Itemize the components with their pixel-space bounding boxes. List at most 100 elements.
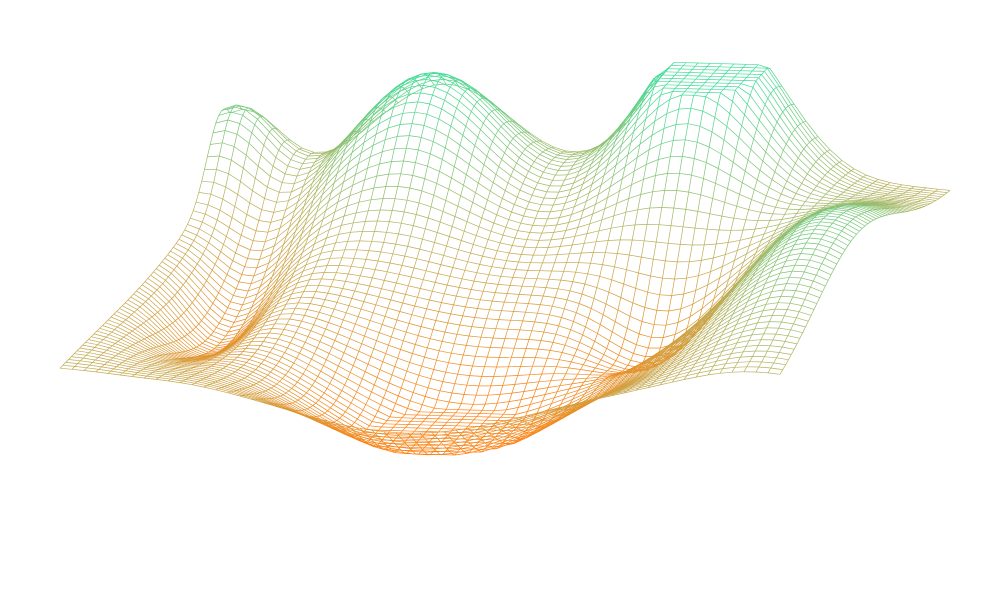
mesh-line bbox=[254, 333, 258, 339]
mesh-line bbox=[263, 301, 268, 307]
mesh-line bbox=[877, 202, 890, 205]
mesh-line bbox=[674, 363, 687, 370]
mesh-line bbox=[68, 356, 72, 360]
mesh-line bbox=[607, 190, 620, 199]
mesh-line bbox=[114, 329, 127, 336]
mesh-line bbox=[222, 335, 226, 341]
mesh-line bbox=[416, 74, 421, 78]
mesh-line bbox=[187, 224, 200, 230]
mesh-line bbox=[89, 362, 93, 366]
mesh-line bbox=[485, 117, 499, 131]
mesh-line bbox=[384, 128, 389, 140]
mesh-line bbox=[361, 179, 366, 192]
mesh-line bbox=[170, 353, 184, 359]
mesh-line bbox=[176, 374, 180, 377]
mesh-line bbox=[795, 163, 808, 175]
mesh-line bbox=[227, 119, 240, 124]
mesh-line bbox=[704, 360, 717, 365]
mesh-line bbox=[119, 305, 123, 309]
mesh-line bbox=[331, 181, 344, 193]
mesh-line bbox=[245, 109, 258, 120]
mesh-line bbox=[743, 271, 756, 283]
mesh-line bbox=[814, 137, 828, 152]
mesh-line bbox=[104, 361, 108, 365]
mesh-line bbox=[485, 427, 498, 431]
mesh-line bbox=[488, 113, 502, 127]
mesh-line bbox=[204, 337, 209, 342]
mesh-line bbox=[105, 319, 109, 323]
mesh-line bbox=[486, 155, 500, 167]
mesh-line bbox=[610, 225, 624, 229]
mesh-line bbox=[235, 380, 239, 383]
mesh-line bbox=[581, 391, 594, 399]
mesh-line bbox=[207, 359, 211, 362]
mesh-line bbox=[395, 274, 400, 284]
mesh-line bbox=[640, 191, 653, 195]
mesh-line bbox=[245, 348, 258, 350]
mesh-line bbox=[379, 198, 384, 211]
mesh-line bbox=[327, 164, 341, 178]
mesh-line bbox=[425, 438, 438, 440]
mesh-line bbox=[287, 347, 300, 354]
mesh-line bbox=[222, 142, 235, 147]
mesh-line bbox=[351, 121, 364, 136]
mesh-line bbox=[197, 355, 201, 357]
mesh-line bbox=[509, 399, 522, 402]
mesh-line bbox=[259, 254, 272, 260]
mesh-line bbox=[104, 364, 117, 368]
mesh-line bbox=[468, 164, 482, 174]
mesh-line bbox=[355, 167, 368, 175]
mesh-line bbox=[794, 264, 808, 267]
mesh-line bbox=[651, 87, 664, 97]
mesh-line bbox=[419, 239, 423, 250]
mesh-line bbox=[621, 131, 634, 145]
mesh-line bbox=[430, 338, 443, 342]
mesh-line bbox=[407, 78, 411, 80]
mesh-line bbox=[559, 359, 572, 363]
mesh-line bbox=[710, 351, 723, 356]
mesh-line bbox=[444, 99, 457, 109]
mesh-line bbox=[571, 361, 584, 366]
mesh-line bbox=[122, 321, 136, 330]
mesh-line bbox=[584, 241, 597, 244]
mesh-line bbox=[847, 224, 860, 232]
mesh-line bbox=[452, 267, 465, 271]
mesh-line bbox=[263, 137, 268, 146]
mesh-line bbox=[91, 336, 104, 340]
mesh-line bbox=[353, 125, 358, 130]
mesh-line bbox=[168, 359, 181, 363]
mesh-line bbox=[544, 414, 558, 421]
mesh-line bbox=[155, 370, 168, 373]
mesh-line bbox=[296, 172, 310, 177]
mesh-line bbox=[498, 166, 512, 177]
mesh-line bbox=[432, 129, 437, 142]
mesh-line bbox=[247, 258, 260, 260]
mesh-line bbox=[634, 224, 648, 226]
mesh-line bbox=[273, 385, 287, 394]
mesh-line bbox=[336, 400, 349, 408]
mesh-line bbox=[182, 280, 187, 286]
mesh-line bbox=[581, 252, 594, 254]
mesh-line bbox=[801, 277, 814, 282]
mesh-line bbox=[339, 417, 352, 426]
mesh-line bbox=[834, 184, 847, 191]
mesh-line bbox=[617, 371, 630, 380]
mesh-line bbox=[530, 419, 544, 426]
mesh-line bbox=[209, 132, 214, 145]
mesh-line bbox=[299, 413, 303, 416]
mesh-line bbox=[209, 355, 213, 357]
mesh-line bbox=[559, 383, 573, 387]
mesh-line bbox=[454, 81, 459, 86]
mesh-line bbox=[345, 305, 350, 313]
mesh-line bbox=[314, 380, 328, 389]
mesh-line bbox=[326, 234, 339, 239]
mesh-line bbox=[555, 195, 569, 199]
mesh-line bbox=[156, 289, 170, 302]
mesh-line bbox=[388, 336, 392, 346]
mesh-line bbox=[181, 364, 185, 367]
mesh-line bbox=[251, 297, 264, 308]
mesh-line bbox=[153, 292, 167, 305]
mesh-line bbox=[253, 384, 266, 392]
mesh-line bbox=[100, 341, 113, 347]
mesh-line bbox=[277, 395, 281, 398]
